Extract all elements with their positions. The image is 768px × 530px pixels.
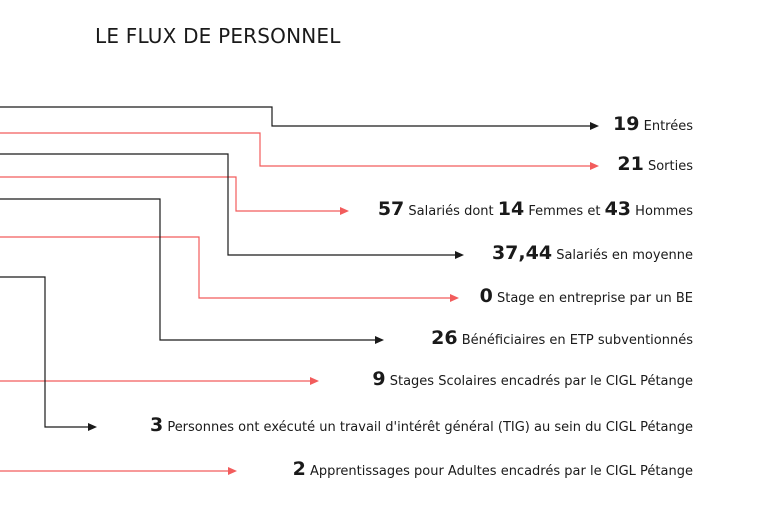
arrowhead-icon <box>340 207 349 215</box>
connector-line <box>0 236 450 299</box>
arrowhead-icon <box>375 336 384 344</box>
flow-item-number: 14 <box>497 198 525 220</box>
flow-item-text: Salariés dont <box>408 204 494 219</box>
flow-item-number: 9 <box>372 368 386 390</box>
flow-item-text: Entrées <box>643 119 693 134</box>
flow-item-number: 19 <box>613 113 640 135</box>
flow-item: 26 Bénéficiaires en ETP subventionnés <box>431 327 693 352</box>
flow-item-number: 3 <box>149 414 164 436</box>
arrowhead-icon <box>228 467 237 475</box>
flow-item: 2 Apprentissages pour Adultes encadrés p… <box>293 458 693 483</box>
flow-item-text: Apprentissages pour Adultes encadrés par… <box>309 464 693 479</box>
flow-item-text: Sorties <box>647 159 693 174</box>
flow-item: 21 Sorties <box>617 153 693 178</box>
connector-line <box>0 153 455 256</box>
flow-item-text: Bénéficiaires en ETP subventionnés <box>461 333 693 348</box>
flow-item-text: Hommes <box>635 204 693 219</box>
flow-item: 37,44 Salariés en moyenne <box>492 242 693 267</box>
connector-line <box>0 106 590 127</box>
arrowhead-icon <box>88 423 97 431</box>
page-title: LE FLUX DE PERSONNEL <box>95 24 341 48</box>
flow-item-number: 37,44 <box>491 242 553 264</box>
flow-item-text: Femmes et <box>528 204 601 219</box>
flow-item-number: 21 <box>617 153 644 175</box>
arrowhead-icon <box>455 251 464 259</box>
flow-item-text: Stages Scolaires encadrés par le CIGL Pé… <box>389 374 693 389</box>
flow-item-number: 26 <box>431 327 458 349</box>
flow-item: 3 Personnes ont exécuté un travail d'int… <box>150 414 693 439</box>
flow-item-text: Stage en entreprise par un BE <box>496 291 693 306</box>
connector-line <box>0 176 340 212</box>
arrowhead-icon <box>590 162 599 170</box>
flow-item-number: 43 <box>604 198 632 220</box>
flow-item-number: 57 <box>377 198 405 220</box>
connector-line <box>0 132 590 167</box>
flow-item: 0 Stage en entreprise par un BE <box>480 285 693 310</box>
flow-item-number: 2 <box>292 458 306 480</box>
arrowhead-icon <box>590 122 599 130</box>
flow-item-text: Personnes ont exécuté un travail d'intér… <box>167 420 693 435</box>
connector-line <box>0 276 88 428</box>
flow-item-number: 0 <box>479 285 493 307</box>
flow-item-text: Salariés en moyenne <box>556 248 693 263</box>
arrowhead-icon <box>450 294 459 302</box>
connector-line <box>0 198 375 341</box>
flow-item: 19 Entrées <box>613 113 693 138</box>
arrowhead-icon <box>310 377 319 385</box>
flow-item: 57 Salariés dont 14 Femmes et 43 Hommes <box>378 198 693 223</box>
flow-item: 9 Stages Scolaires encadrés par le CIGL … <box>372 368 693 393</box>
